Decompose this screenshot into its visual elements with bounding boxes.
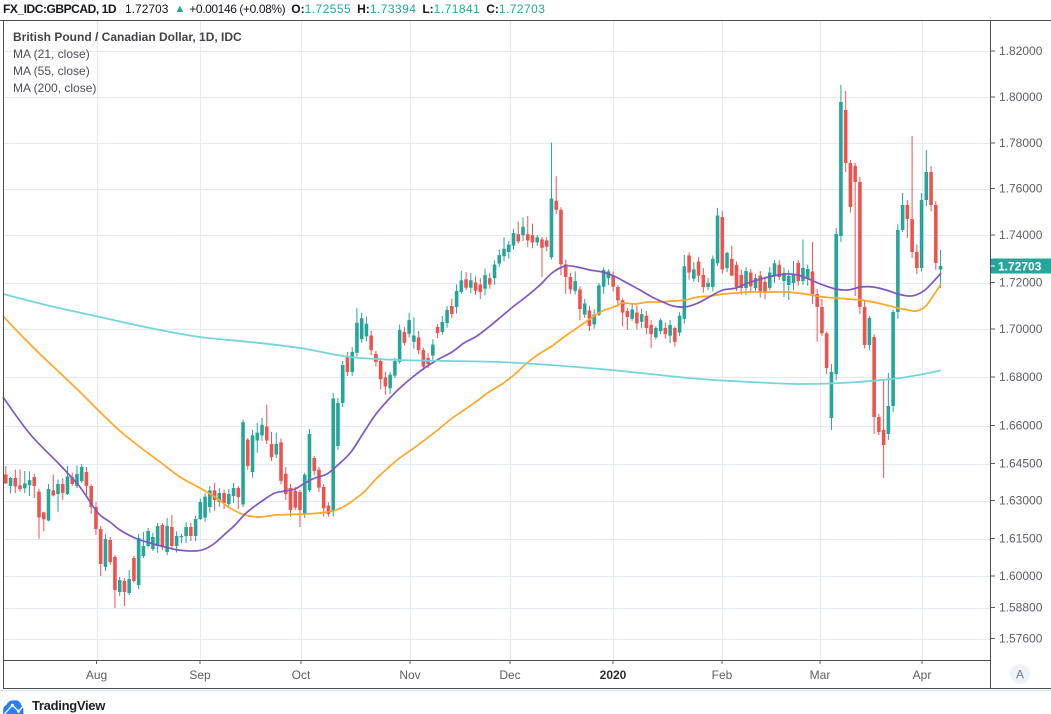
svg-text:Dec: Dec [499, 668, 520, 682]
svg-text:1.82000: 1.82000 [999, 44, 1043, 58]
svg-text:Sep: Sep [189, 668, 211, 682]
svg-text:1.80000: 1.80000 [999, 90, 1043, 104]
svg-text:1.58800: 1.58800 [999, 601, 1043, 615]
svg-text:1.64500: 1.64500 [999, 457, 1043, 471]
svg-text:Nov: Nov [399, 668, 420, 682]
svg-text:1.72000: 1.72000 [999, 276, 1043, 290]
svg-text:1.68000: 1.68000 [999, 370, 1043, 384]
svg-text:1.76000: 1.76000 [999, 182, 1043, 196]
svg-text:1.61500: 1.61500 [999, 532, 1043, 546]
svg-text:1.63000: 1.63000 [999, 494, 1043, 508]
svg-text:1.74000: 1.74000 [999, 228, 1043, 242]
svg-text:Aug: Aug [86, 668, 107, 682]
svg-text:1.60000: 1.60000 [999, 569, 1043, 583]
svg-text:A: A [1016, 668, 1024, 682]
svg-text:Mar: Mar [810, 668, 831, 682]
svg-text:1.57600: 1.57600 [999, 632, 1043, 646]
svg-text:1.72703: 1.72703 [998, 260, 1042, 274]
svg-text:Oct: Oct [292, 668, 311, 682]
svg-text:1.70000: 1.70000 [999, 322, 1043, 336]
svg-text:2020: 2020 [600, 668, 627, 682]
svg-text:1.78000: 1.78000 [999, 136, 1043, 150]
svg-text:Feb: Feb [712, 668, 733, 682]
svg-text:1.66000: 1.66000 [999, 419, 1043, 433]
svg-text:Apr: Apr [913, 668, 932, 682]
